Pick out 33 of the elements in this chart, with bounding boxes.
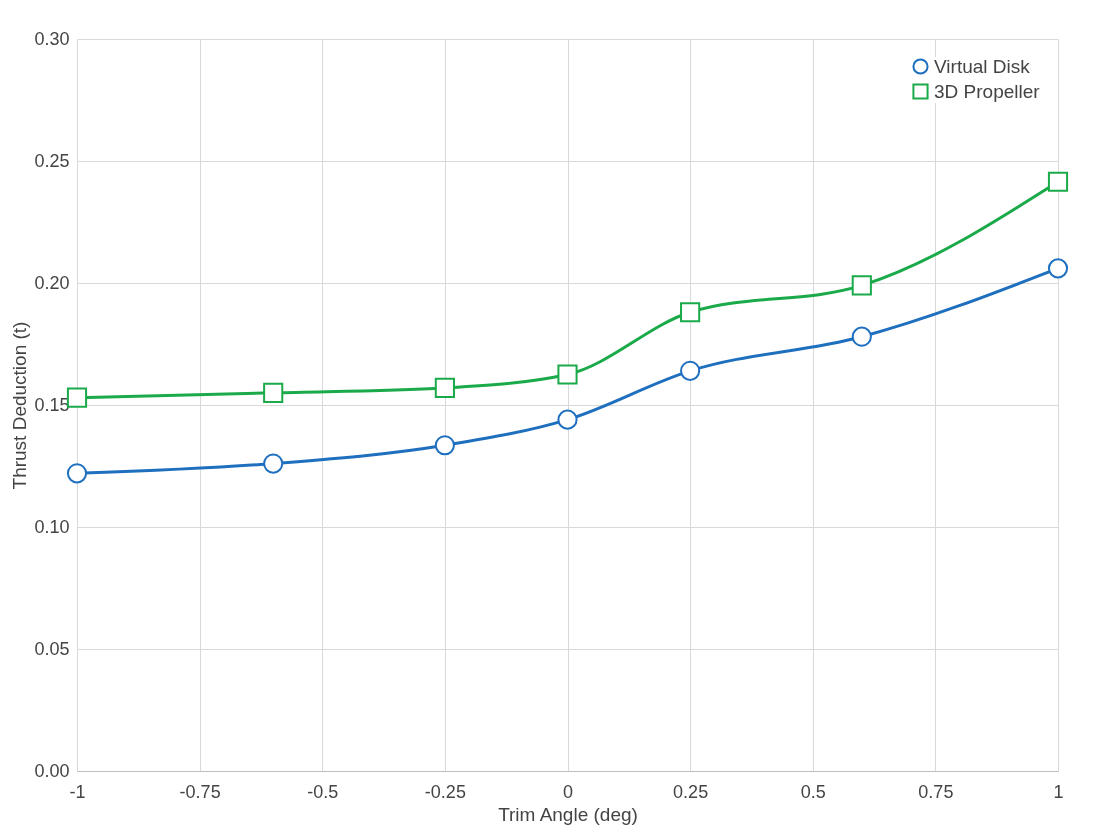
x-tick-label: -0.75 <box>179 781 221 802</box>
x-tick-label: -0.5 <box>307 781 339 802</box>
y-tick-label: 0.20 <box>34 272 70 293</box>
y-tick-label: 0.10 <box>34 516 70 537</box>
y-tick-label: 0.05 <box>34 638 70 659</box>
point <box>851 275 872 296</box>
legend-label: 3D Propeller <box>934 80 1041 102</box>
point <box>851 326 872 347</box>
x-axis-title: Trim Angle (deg) <box>498 803 638 825</box>
point <box>557 409 578 430</box>
point <box>557 364 578 385</box>
point <box>680 360 701 381</box>
x-tick-label: 0.5 <box>800 781 826 802</box>
y-axis-title: Thrust Deduction (t) <box>9 321 31 490</box>
x-tick-label: -1 <box>69 781 86 802</box>
point <box>263 453 284 474</box>
point <box>263 382 284 403</box>
y-tick-label: 0.00 <box>34 760 70 781</box>
point <box>66 463 88 484</box>
point <box>680 302 701 323</box>
y-tick-label: 0.25 <box>34 150 70 171</box>
point <box>1047 171 1069 192</box>
x-tick-label: 0 <box>562 781 574 802</box>
y-tick-label: 0.30 <box>34 28 70 49</box>
y-tick-label: 0.15 <box>34 394 70 415</box>
legend-label: Virtual Disk <box>934 55 1031 77</box>
x-tick-label: 0.25 <box>673 781 709 802</box>
x-tick-label: 1 <box>1053 781 1064 802</box>
point <box>434 377 455 398</box>
point <box>1047 258 1069 279</box>
point <box>434 435 455 456</box>
x-tick-label: 0.75 <box>918 781 954 802</box>
x-tick-label: -0.25 <box>424 781 466 802</box>
